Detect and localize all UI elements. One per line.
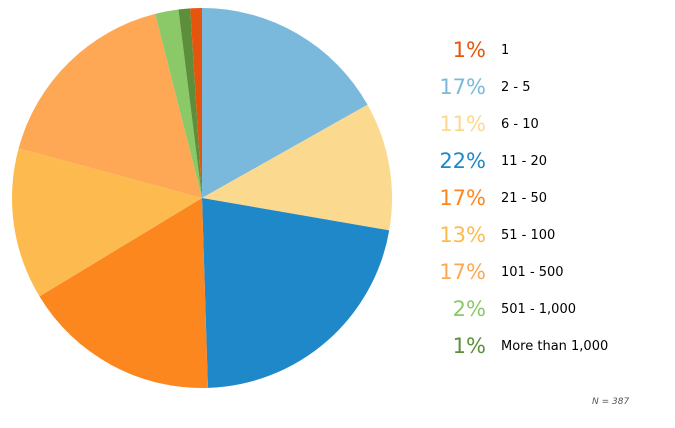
legend-item: 17% 21 - 50	[420, 180, 660, 217]
legend-label: 2 - 5	[501, 80, 531, 95]
pie-slice-4	[202, 198, 390, 388]
pie-slices	[12, 8, 393, 388]
legend-percent: 13%	[439, 223, 486, 247]
pie-slice-9	[178, 8, 202, 198]
legend-percent: 17%	[439, 186, 486, 210]
legend-item: 1% More than 1,000	[420, 328, 660, 365]
pie-slice-8	[155, 9, 202, 199]
pie-slice-5	[39, 198, 208, 388]
legend-item: 2% 501 - 1,000	[420, 291, 660, 328]
legend-label: 11 - 20	[501, 154, 548, 169]
legend-item: 13% 51 - 100	[420, 217, 660, 254]
legend-label: 501 - 1,000	[501, 302, 576, 317]
legend-item: 22% 11 - 20	[420, 143, 660, 180]
pie-slice-1	[190, 8, 202, 198]
legend-item: 17% 2 - 5	[420, 69, 660, 106]
legend-percent: 22%	[439, 149, 486, 173]
legend-item: 1% 1	[420, 32, 660, 69]
pie-slice-6	[12, 148, 203, 297]
legend-label: 6 - 10	[501, 117, 539, 132]
legend-percent: 1%	[452, 38, 486, 62]
legend-label: 1	[501, 43, 510, 58]
legend-item: 17% 101 - 500	[420, 254, 660, 291]
legend-label: 21 - 50	[501, 191, 548, 206]
legend-label: 51 - 100	[501, 228, 556, 243]
legend-percent: 11%	[439, 112, 486, 136]
legend-percent: 17%	[439, 260, 486, 284]
pie-slice-3	[202, 104, 393, 231]
legend-percent: 17%	[439, 75, 486, 99]
legend-label: More than 1,000	[501, 339, 609, 354]
pie-slice-7	[18, 13, 203, 199]
legend-label: 101 - 500	[501, 265, 564, 280]
legend-percent: 1%	[452, 334, 486, 358]
sample-size-note: N = 387	[592, 397, 630, 407]
legend-item: 11% 6 - 10	[420, 106, 660, 143]
legend-percent: 2%	[452, 297, 486, 321]
legend: 1% 1 17% 2 - 5 11% 6 - 10 22% 11 - 20 17% 21 - 50…	[420, 32, 660, 365]
pie-slice-2	[202, 8, 368, 198]
